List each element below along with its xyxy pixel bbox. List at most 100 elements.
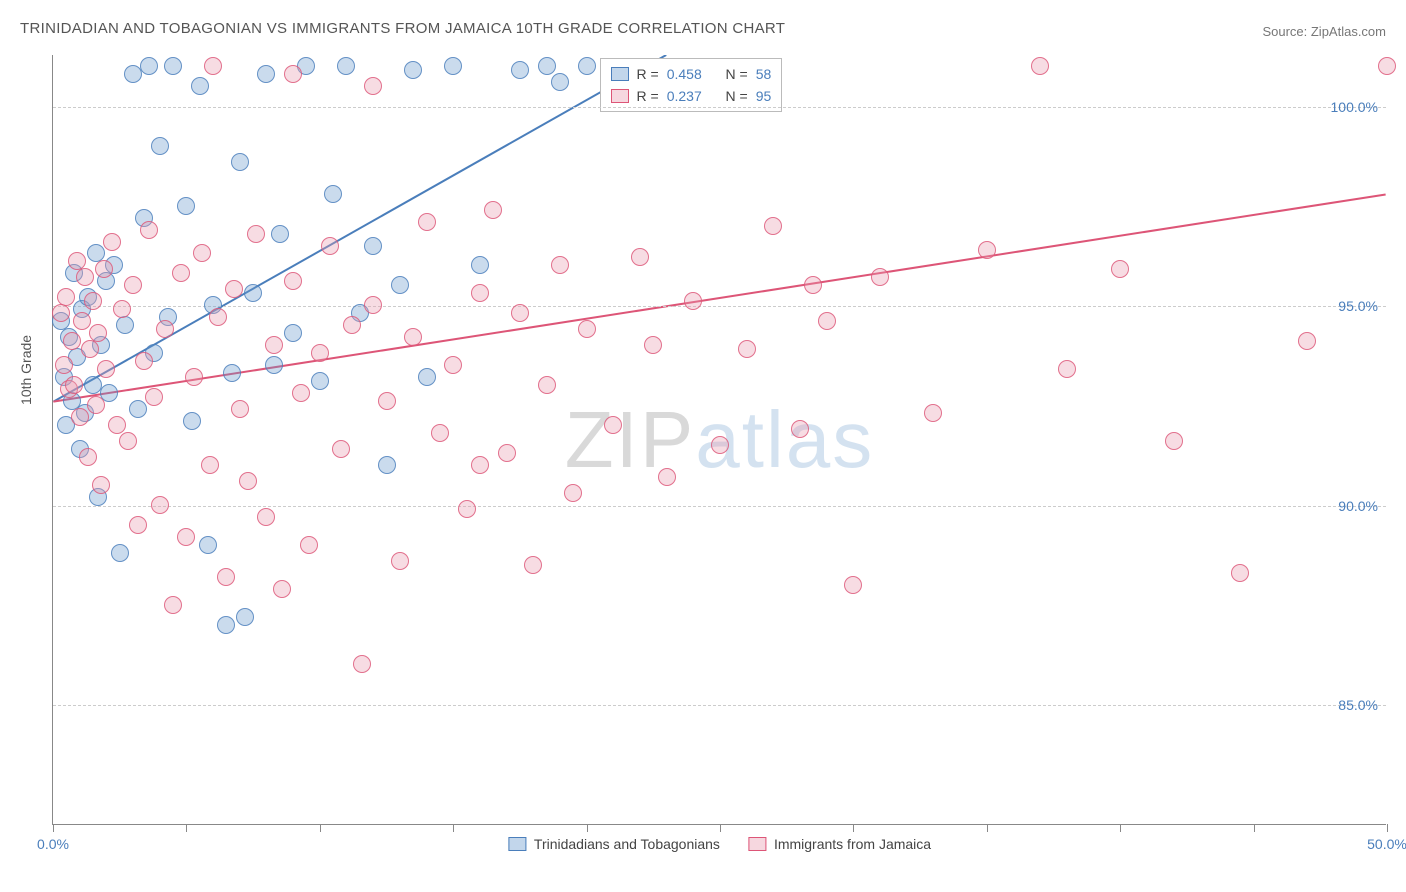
legend-stats-box: R =0.458 N =58R =0.237 N =95 (600, 58, 783, 112)
scatter-point (113, 300, 131, 318)
scatter-point (183, 412, 201, 430)
scatter-point (103, 233, 121, 251)
scatter-point (764, 217, 782, 235)
scatter-point (236, 608, 254, 626)
legend-stats-row: R =0.458 N =58 (611, 63, 772, 85)
scatter-point (871, 268, 889, 286)
scatter-point (404, 328, 422, 346)
scatter-point (92, 476, 110, 494)
scatter-point (343, 316, 361, 334)
scatter-point (818, 312, 836, 330)
r-label: R = (637, 88, 659, 104)
scatter-point (538, 57, 556, 75)
scatter-point (1111, 260, 1129, 278)
legend-item: Trinidadians and Tobagonians (508, 836, 720, 852)
scatter-point (191, 77, 209, 95)
x-tick (853, 824, 854, 832)
scatter-point (257, 508, 275, 526)
scatter-point (124, 276, 142, 294)
scatter-point (471, 256, 489, 274)
scatter-point (65, 376, 83, 394)
scatter-point (511, 304, 529, 322)
scatter-point (300, 536, 318, 554)
x-tick (720, 824, 721, 832)
scatter-point (156, 320, 174, 338)
legend-item: Immigrants from Jamaica (748, 836, 931, 852)
gridline-h (53, 306, 1386, 307)
scatter-point (284, 272, 302, 290)
scatter-point (604, 416, 622, 434)
x-tick (186, 824, 187, 832)
scatter-point (151, 496, 169, 514)
scatter-point (471, 456, 489, 474)
scatter-point (204, 57, 222, 75)
scatter-point (81, 340, 99, 358)
source-attribution: Source: ZipAtlas.com (1262, 24, 1386, 39)
x-tick (1120, 824, 1121, 832)
scatter-point (804, 276, 822, 294)
scatter-point (484, 201, 502, 219)
scatter-point (444, 57, 462, 75)
scatter-point (391, 276, 409, 294)
scatter-point (391, 552, 409, 570)
y-tick-label: 95.0% (1338, 298, 1378, 314)
n-label: N = (726, 88, 748, 104)
scatter-point (129, 400, 147, 418)
n-label: N = (726, 66, 748, 82)
scatter-point (511, 61, 529, 79)
x-tick (587, 824, 588, 832)
scatter-point (292, 384, 310, 402)
scatter-point (217, 568, 235, 586)
source-label: Source: (1262, 24, 1310, 39)
x-tick (1254, 824, 1255, 832)
scatter-point (225, 280, 243, 298)
scatter-point (84, 292, 102, 310)
scatter-point (578, 57, 596, 75)
scatter-point (164, 596, 182, 614)
scatter-point (538, 376, 556, 394)
scatter-point (418, 368, 436, 386)
scatter-point (431, 424, 449, 442)
scatter-point (498, 444, 516, 462)
scatter-point (924, 404, 942, 422)
scatter-point (140, 57, 158, 75)
scatter-point (108, 416, 126, 434)
y-axis-label: 10th Grade (18, 335, 34, 405)
source-link[interactable]: ZipAtlas.com (1311, 24, 1386, 39)
scatter-point (244, 284, 262, 302)
watermark-part1: ZIP (565, 395, 695, 484)
scatter-point (364, 237, 382, 255)
x-tick (1387, 824, 1388, 832)
scatter-point (140, 221, 158, 239)
legend-bottom: Trinidadians and Tobagonians Immigrants f… (508, 836, 931, 852)
y-tick-label: 85.0% (1338, 697, 1378, 713)
scatter-point (1231, 564, 1249, 582)
scatter-point (644, 336, 662, 354)
scatter-point (265, 336, 283, 354)
scatter-point (145, 388, 163, 406)
legend-swatch (508, 837, 526, 851)
scatter-point (76, 268, 94, 286)
r-label: R = (637, 66, 659, 82)
x-tick (53, 824, 54, 832)
scatter-point (199, 536, 217, 554)
x-tick-label: 50.0% (1367, 836, 1406, 852)
scatter-point (418, 213, 436, 231)
scatter-point (458, 500, 476, 518)
scatter-point (404, 61, 422, 79)
scatter-point (209, 308, 227, 326)
legend-swatch (611, 67, 629, 81)
legend-stats-row: R =0.237 N =95 (611, 85, 772, 107)
scatter-point (978, 241, 996, 259)
scatter-point (332, 440, 350, 458)
scatter-point (111, 544, 129, 562)
scatter-point (337, 57, 355, 75)
n-value: 58 (756, 66, 772, 82)
scatter-point (63, 332, 81, 350)
scatter-point (177, 528, 195, 546)
scatter-point (119, 432, 137, 450)
y-tick-label: 100.0% (1331, 99, 1378, 115)
scatter-point (284, 65, 302, 83)
scatter-point (551, 256, 569, 274)
scatter-point (321, 237, 339, 255)
